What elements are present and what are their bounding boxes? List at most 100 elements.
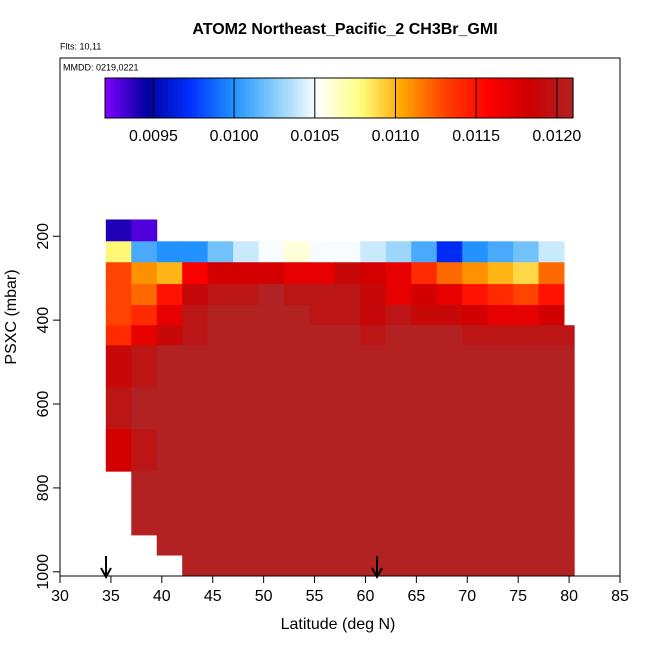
- cell: [105, 429, 132, 472]
- cell: [487, 325, 514, 346]
- cell: [360, 555, 387, 577]
- colorbar-swatch: [420, 78, 424, 118]
- cell: [564, 325, 575, 346]
- x-tick-label: 85: [611, 588, 629, 605]
- colorbar-swatch: [303, 78, 307, 118]
- cell: [360, 429, 387, 472]
- cell: [233, 262, 260, 285]
- cell: [309, 534, 336, 556]
- cell: [233, 387, 260, 430]
- cell: [309, 387, 336, 430]
- cell: [156, 429, 183, 472]
- cell: [538, 429, 565, 472]
- cell: [411, 513, 438, 536]
- cell: [309, 345, 336, 388]
- colorbar-swatch: [510, 78, 514, 118]
- colorbar-swatch: [339, 78, 343, 118]
- cell: [131, 345, 158, 388]
- colorbar-swatch: [111, 78, 115, 118]
- colorbar-swatch: [351, 78, 355, 118]
- y-tick-label: 200: [35, 223, 52, 250]
- colorbar-swatch: [408, 78, 412, 118]
- colorbar-swatch: [264, 78, 268, 118]
- cell: [207, 555, 234, 577]
- colorbar-swatch: [273, 78, 277, 118]
- cell: [436, 262, 463, 285]
- cell: [207, 284, 234, 306]
- colorbar-tick-label: 0.0100: [210, 128, 259, 145]
- cell: [309, 284, 336, 306]
- colorbar-swatch: [105, 78, 109, 118]
- cell: [207, 305, 234, 326]
- colorbar-swatch: [138, 78, 142, 118]
- colorbar-swatch: [453, 78, 457, 118]
- colorbar-swatch: [471, 78, 475, 118]
- cell: [207, 325, 234, 346]
- colorbar-swatch: [201, 78, 205, 118]
- colorbar-swatch: [210, 78, 214, 118]
- colorbar-swatch: [411, 78, 415, 118]
- colorbar-swatch: [279, 78, 283, 118]
- colorbar-swatch: [516, 78, 520, 118]
- cell: [538, 325, 565, 346]
- cell: [487, 534, 514, 556]
- colorbar-swatch: [123, 78, 127, 118]
- cell: [105, 219, 132, 242]
- colorbar-swatch: [396, 78, 400, 118]
- cell: [411, 325, 438, 346]
- colorbar-swatch: [165, 78, 169, 118]
- annotation: MMDD: 0219,0221: [63, 62, 139, 72]
- colorbar-swatch: [222, 78, 226, 118]
- colorbar-swatch: [141, 78, 145, 118]
- colorbar-swatch: [414, 78, 418, 118]
- colorbar-swatch: [231, 78, 235, 118]
- colorbar-frame: [104, 77, 574, 119]
- colorbar-swatch: [177, 78, 181, 118]
- cell: [182, 555, 209, 577]
- colorbar-swatch: [276, 78, 280, 118]
- cell: [411, 534, 438, 556]
- cell: [564, 534, 575, 556]
- colorbar-swatch: [345, 78, 349, 118]
- colorbar-swatch: [189, 78, 193, 118]
- colorbar-swatch: [243, 78, 247, 118]
- cell: [182, 325, 209, 346]
- colorbar-swatch: [528, 78, 532, 118]
- colorbar-swatch: [477, 78, 481, 118]
- cell: [411, 305, 438, 326]
- cell: [360, 284, 387, 306]
- colorbar-swatch: [564, 78, 568, 118]
- colorbar-swatch: [468, 78, 472, 118]
- cell: [436, 325, 463, 346]
- plot-frame: [59, 57, 621, 577]
- x-tick-label: 60: [357, 588, 375, 605]
- colorbar-swatch: [204, 78, 208, 118]
- colorbar-swatch: [525, 78, 529, 118]
- cell: [513, 241, 540, 263]
- colorbar-swatch: [336, 78, 340, 118]
- colorbar-tick-label: 0.0115: [452, 128, 500, 145]
- colorbar-swatch: [546, 78, 550, 118]
- arrows: [100, 556, 383, 580]
- colorbar-swatch: [282, 78, 286, 118]
- x-tick-label: 80: [560, 588, 578, 605]
- cell: [131, 284, 158, 306]
- cell: [156, 262, 183, 285]
- colorbar-swatch: [267, 78, 271, 118]
- cell: [309, 513, 336, 536]
- colorbar-swatch: [462, 78, 466, 118]
- cell: [182, 513, 209, 536]
- cell: [207, 534, 234, 556]
- cell: [233, 241, 260, 263]
- colorbar-swatch: [435, 78, 439, 118]
- cell: [233, 513, 260, 536]
- colorbar-swatch: [432, 78, 436, 118]
- cell: [309, 305, 336, 326]
- colorbar-swatch: [195, 78, 199, 118]
- colorbar-swatch: [384, 78, 388, 118]
- y-tick-label: 1000: [35, 554, 52, 590]
- colorbar-swatch: [144, 78, 148, 118]
- cell: [105, 325, 132, 346]
- cell: [411, 241, 438, 263]
